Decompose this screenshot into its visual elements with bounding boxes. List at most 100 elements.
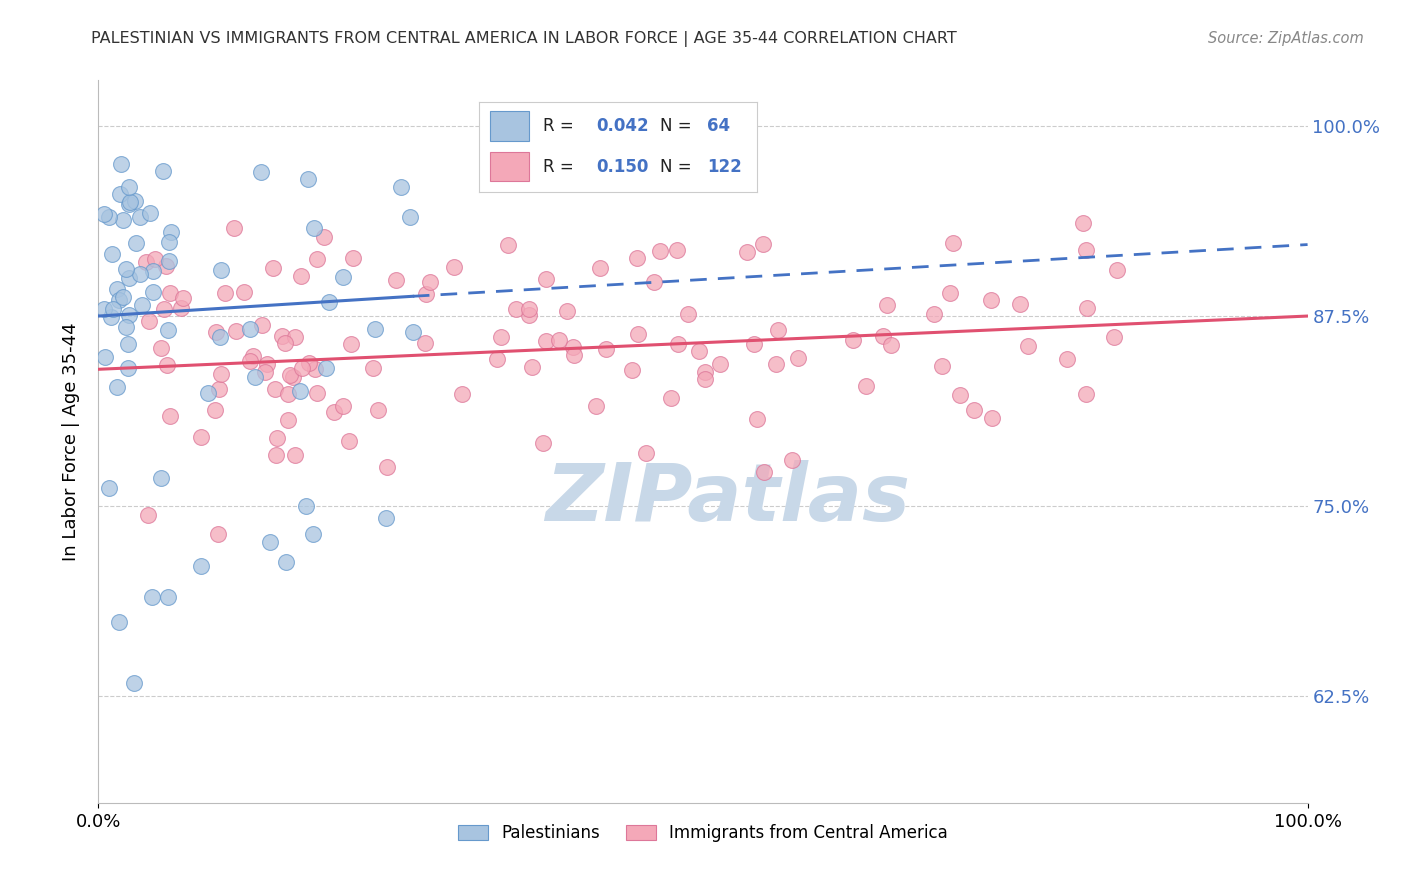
Point (172, 291, 194, 305)
Point (245, 370, 267, 384)
Point (204, 403, 226, 417)
Point (981, 411, 1004, 425)
Point (322, 405, 344, 419)
Point (152, 164, 174, 178)
Point (118, 194, 141, 209)
Point (1071, 216, 1094, 230)
Point (517, 308, 540, 322)
Point (222, 221, 245, 235)
Point (557, 303, 579, 318)
Point (305, 252, 328, 266)
Point (105, 282, 128, 296)
Point (1104, 329, 1126, 343)
Point (242, 349, 264, 363)
Point (273, 335, 295, 350)
Point (207, 526, 229, 541)
Point (232, 285, 254, 300)
Point (297, 172, 319, 186)
Point (595, 342, 617, 356)
Point (963, 402, 986, 417)
Point (855, 379, 877, 393)
Point (141, 590, 163, 604)
Point (498, 238, 520, 252)
Point (735, 244, 758, 259)
Point (114, 319, 136, 334)
Point (159, 409, 181, 424)
Point (290, 268, 312, 283)
Point (627, 326, 650, 341)
Point (142, 264, 165, 278)
Point (688, 343, 710, 358)
Point (519, 302, 541, 317)
Point (159, 285, 181, 300)
Point (98, 481, 121, 495)
Point (110, 157, 132, 171)
Point (842, 333, 865, 347)
Point (128, 210, 150, 224)
Point (155, 259, 177, 273)
Point (117, 179, 139, 194)
Point (152, 302, 174, 317)
Point (131, 298, 153, 312)
Point (290, 384, 312, 399)
Point (922, 307, 945, 321)
Point (485, 351, 508, 366)
Point (337, 434, 360, 448)
Point (239, 354, 262, 368)
Point (676, 307, 699, 321)
Point (1074, 386, 1097, 401)
Point (278, 368, 301, 382)
Point (139, 206, 162, 220)
Point (169, 301, 191, 316)
Point (136, 508, 159, 522)
Point (375, 459, 398, 474)
Point (256, 357, 278, 371)
Point (1076, 301, 1098, 315)
Point (156, 323, 179, 337)
Point (693, 372, 716, 386)
Point (264, 448, 287, 462)
Point (160, 226, 183, 240)
Point (342, 251, 364, 265)
Point (190, 430, 212, 444)
Legend: Palestinians, Immigrants from Central America: Palestinians, Immigrants from Central Am… (451, 817, 955, 848)
Point (142, 285, 165, 299)
Point (585, 399, 607, 413)
Point (111, 290, 134, 304)
Point (124, 194, 146, 209)
Point (752, 465, 775, 479)
Point (765, 357, 787, 371)
Point (666, 243, 689, 257)
Point (108, 187, 131, 202)
Point (101, 302, 124, 317)
Point (398, 211, 420, 225)
Point (1056, 352, 1078, 367)
Point (626, 252, 648, 266)
Point (562, 347, 585, 361)
Point (402, 326, 425, 340)
Point (536, 271, 558, 285)
Point (271, 329, 294, 343)
Point (283, 370, 305, 384)
Point (751, 236, 773, 251)
Point (415, 335, 437, 350)
Point (274, 555, 297, 569)
Point (314, 230, 336, 244)
Point (117, 337, 139, 351)
Point (643, 275, 665, 289)
Point (190, 559, 212, 574)
Point (209, 368, 232, 382)
Point (128, 267, 150, 281)
Point (332, 269, 354, 284)
Point (159, 254, 181, 268)
Point (207, 382, 229, 396)
Point (250, 318, 273, 332)
Point (295, 499, 318, 513)
Point (780, 453, 803, 467)
Point (659, 392, 682, 406)
Point (367, 403, 389, 417)
Point (419, 275, 441, 289)
Point (534, 334, 557, 348)
Point (93, 302, 115, 317)
Point (266, 431, 288, 445)
